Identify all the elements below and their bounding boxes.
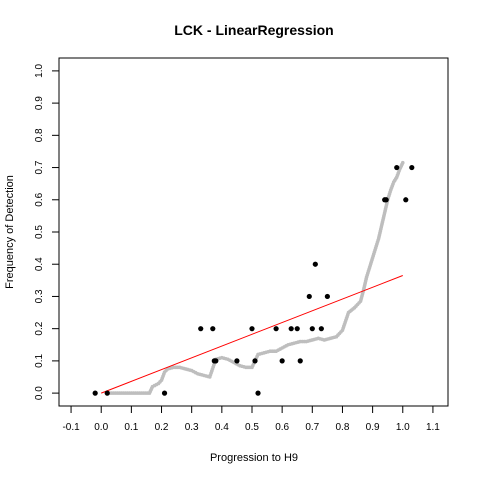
data-point bbox=[198, 326, 204, 332]
data-point bbox=[394, 164, 400, 171]
data-point bbox=[255, 390, 261, 396]
data-point bbox=[403, 197, 409, 203]
x-tick-label: 0.1 bbox=[124, 422, 138, 433]
y-tick-label: 0.1 bbox=[34, 354, 45, 368]
x-tick-label: 0.0 bbox=[94, 422, 108, 433]
x-tick-label: 1.1 bbox=[426, 422, 440, 433]
data-point bbox=[273, 326, 279, 332]
data-point bbox=[210, 326, 216, 332]
data-point bbox=[213, 358, 219, 364]
x-tick-label: 0.8 bbox=[336, 422, 350, 433]
smooth-point bbox=[400, 160, 405, 165]
data-point bbox=[288, 326, 294, 332]
x-tick-label: 0.6 bbox=[275, 422, 289, 433]
y-tick-label: 0.4 bbox=[34, 257, 45, 271]
y-tick-label: 0.6 bbox=[34, 192, 45, 206]
data-point bbox=[318, 326, 324, 332]
x-axis: -0.1 0.0 0.1 0.2 0.3 0.4 0.5 0.6 0.7 0.8 0.9 1.0 1.1 bbox=[62, 406, 440, 433]
y-tick-label: 0.3 bbox=[34, 289, 45, 303]
x-tick-label: 0.4 bbox=[215, 422, 229, 433]
x-axis-label: Progression to H9 bbox=[210, 452, 298, 464]
x-tick-label: -0.1 bbox=[62, 422, 80, 433]
data-point bbox=[249, 326, 255, 332]
y-axis-label: Frequency of Detection bbox=[4, 175, 16, 289]
x-tick-label: 0.2 bbox=[155, 422, 169, 433]
data-point bbox=[252, 358, 258, 364]
data-point bbox=[161, 390, 168, 396]
y-tick-label: 0.8 bbox=[34, 128, 45, 142]
data-point bbox=[279, 358, 285, 364]
x-tick-label: 0.9 bbox=[366, 422, 380, 433]
plot-frame bbox=[58, 57, 449, 407]
chart-title: LCK - LinearRegression bbox=[174, 22, 333, 38]
y-tick-label: 0.0 bbox=[34, 386, 45, 400]
y-tick-label: 0.2 bbox=[34, 321, 45, 335]
x-tick-label: 1.0 bbox=[396, 422, 410, 433]
y-axis: 0.0 0.1 0.2 0.3 0.4 0.5 0.6 0.7 0.8 0.9 1.0 bbox=[34, 64, 59, 400]
y-tick-label: 0.9 bbox=[34, 96, 45, 110]
data-point bbox=[383, 197, 389, 203]
data-points bbox=[92, 164, 415, 396]
x-tick-label: 0.5 bbox=[245, 422, 259, 433]
data-point bbox=[312, 261, 318, 267]
data-point bbox=[92, 390, 98, 396]
data-point bbox=[297, 358, 303, 364]
smooth-curve bbox=[105, 160, 405, 395]
data-point bbox=[409, 164, 415, 171]
data-point bbox=[294, 326, 300, 332]
y-tick-label: 1.0 bbox=[34, 64, 45, 78]
data-point bbox=[104, 390, 110, 396]
data-point bbox=[234, 358, 240, 364]
x-tick-label: 0.3 bbox=[185, 422, 199, 433]
y-tick-label: 0.7 bbox=[34, 160, 45, 174]
y-tick-label: 0.5 bbox=[34, 225, 45, 239]
data-point bbox=[309, 326, 315, 332]
x-tick-label: 0.7 bbox=[305, 422, 319, 433]
regression-line bbox=[101, 275, 403, 394]
data-point bbox=[306, 293, 312, 300]
data-point bbox=[324, 293, 330, 300]
